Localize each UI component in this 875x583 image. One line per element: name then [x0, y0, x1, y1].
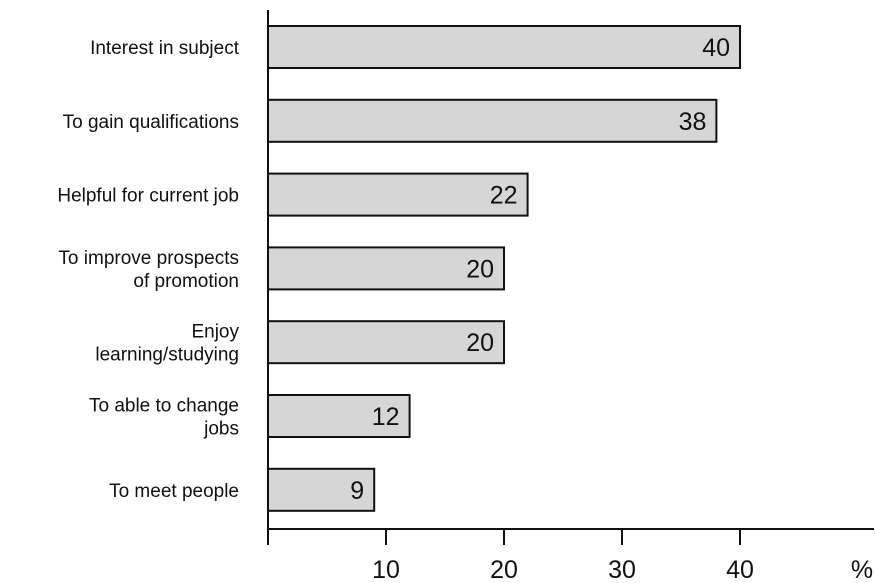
category-label: To gain qualifications	[63, 112, 239, 133]
bar	[267, 320, 505, 365]
data-label: 20	[466, 329, 494, 357]
data-label: 20	[466, 255, 494, 283]
category-label: Helpful for current job	[57, 186, 239, 207]
bar	[267, 172, 529, 217]
x-tick-label: 30	[608, 556, 636, 583]
bar	[267, 25, 741, 69]
axes: 10 20 30 40%	[267, 10, 874, 583]
data-label: 12	[372, 403, 400, 431]
x-tick-label: 40	[726, 556, 754, 583]
bars-layer: 40 38 22 20 20 12 9	[267, 25, 741, 512]
category-label: To able to change jobs	[89, 396, 239, 440]
x-unit-label: %	[851, 556, 873, 583]
bar	[267, 98, 718, 143]
data-label: 22	[490, 182, 518, 210]
category-label: To meet people	[109, 481, 239, 502]
data-label: 40	[702, 34, 730, 62]
bar	[267, 467, 376, 512]
category-label: Interest in subject	[90, 38, 240, 59]
data-label: 38	[679, 108, 707, 136]
x-tick-label: 20	[490, 556, 518, 583]
category-label: To improve prospects of promotion	[58, 248, 239, 292]
data-label: 9	[350, 477, 364, 505]
category-labels: Interest in subject To gain qualification…	[57, 38, 239, 502]
bar	[267, 394, 411, 438]
x-tick-label: 10	[372, 556, 400, 583]
category-label: Enjoy learning/studying	[95, 322, 239, 366]
